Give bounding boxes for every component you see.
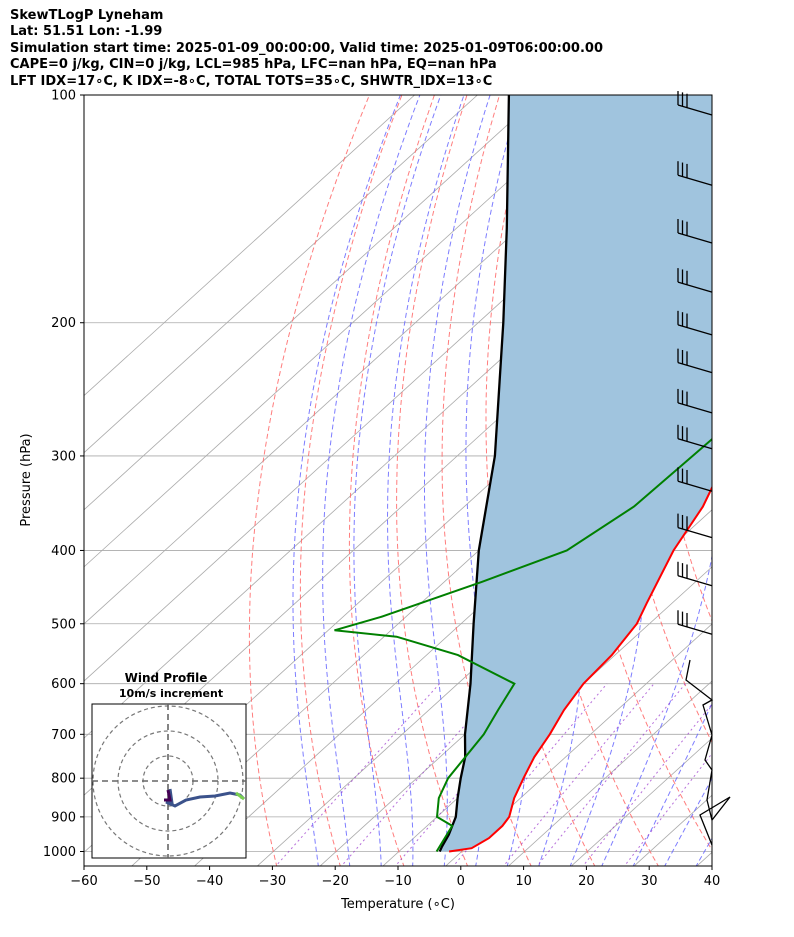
wind-barb-shaft [677,174,713,186]
isotherm [84,95,478,454]
figure-title: SkewTLogP Lyneham [10,8,164,23]
x-tick-label: −20 [321,874,348,889]
hodograph-subtitle: 10m/s increment [119,687,223,700]
y-tick-label: 200 [51,316,76,331]
wind-barb-low-levels [685,659,731,846]
dry-adiabat [248,95,370,866]
y-axis-ticks: 100 200 300 400 500 600 700 800 900 1000 [43,89,84,860]
x-tick-label: −50 [133,874,160,889]
isotherm [319,509,712,866]
indices-line-2: LFT IDX=17∘C, K IDX=-8∘C, TOTAL TOTS=35∘… [10,73,493,89]
isotherm [758,95,794,868]
wind-barb-shaft [677,623,713,635]
y-tick-label: 100 [51,89,76,104]
x-tick-label: −60 [70,874,97,889]
hodograph-trace [165,788,246,808]
wind-barb-shaft [677,575,713,587]
wind-barb-shaft [677,402,713,414]
temperature-line [448,485,712,853]
isotherm [84,95,541,511]
time-line: Simulation start time: 2025-01-09_00:00:… [10,40,603,56]
wind-barb-shaft [677,438,713,450]
hodograph-rings [92,704,246,858]
dry-adiabat [757,95,794,868]
x-tick-label: 40 [704,874,721,889]
y-tick-label: 400 [51,544,76,559]
moist-adiabat [601,553,712,866]
dry-adiabat [299,95,403,866]
x-axis-ticks: −60 −50 −40 −30 −20 −10 0 10 20 30 40 [70,866,720,889]
mixing-ratio-line [340,683,502,866]
mixing-ratio-line [623,752,712,866]
isotherm [84,95,415,397]
wind-barbs [677,91,731,846]
figure-title-block: SkewTLogP Lyneham Lat: 51.51 Lon: -1.99 … [10,8,603,90]
x-axis-label: Temperature (∘C) [340,897,455,912]
profile-series [334,95,712,853]
y-tick-label: 600 [51,677,76,692]
y-tick-label: 1000 [43,845,76,860]
hodograph-trace-surface [164,789,172,802]
wind-barb-shaft [677,324,713,336]
x-tick-label: 20 [578,874,595,889]
x-tick-label: −30 [259,874,286,889]
moist-adiabat [569,95,655,866]
dewpoint-line [334,437,712,853]
wind-barb-shaft [677,104,713,116]
mixing-ratio-line [582,703,712,866]
y-tick-label: 700 [51,728,76,743]
wind-barb-shaft [677,281,713,293]
wind-barb-shaft [677,232,713,244]
location-line: Lat: 51.51 Lon: -1.99 [10,24,163,40]
dry-adiabat [722,95,794,868]
isotherm [84,95,604,568]
x-tick-label: −10 [384,874,411,889]
isotherm [507,680,712,866]
x-tick-label: 10 [515,874,532,889]
mixing-ratio-line [502,683,655,866]
indices-line-1: CAPE=0 j/kg, CIN=0 j/kg, LCL=985 hPa, LF… [10,57,497,73]
y-tick-label: 900 [51,810,76,825]
moist-adiabat [292,95,401,866]
y-axis-label: Pressure (hPa) [19,433,34,526]
dry-adiabat [396,95,469,866]
wind-barb-shaft [677,480,713,492]
mixing-ratio-line [536,683,686,866]
x-tick-label: −40 [196,874,223,889]
cape-cin-shading [439,95,712,852]
x-tick-label: 30 [641,874,658,889]
hodograph-trace-top [235,791,245,801]
y-tick-label: 300 [51,449,76,464]
y-tick-label: 800 [51,772,76,787]
y-tick-label: 500 [51,617,76,632]
mixing-ratio-line [275,683,440,866]
wind-barb-shaft [677,362,713,374]
wind-barb-shaft [677,526,713,539]
hodograph-inset: Wind Profile 10m/s increment [91,671,247,859]
x-tick-label: 0 [457,874,465,889]
isotherm [445,623,712,866]
hodograph-title: Wind Profile [125,671,208,685]
moist-adiabat [632,702,712,866]
moist-adiabat [387,95,465,866]
